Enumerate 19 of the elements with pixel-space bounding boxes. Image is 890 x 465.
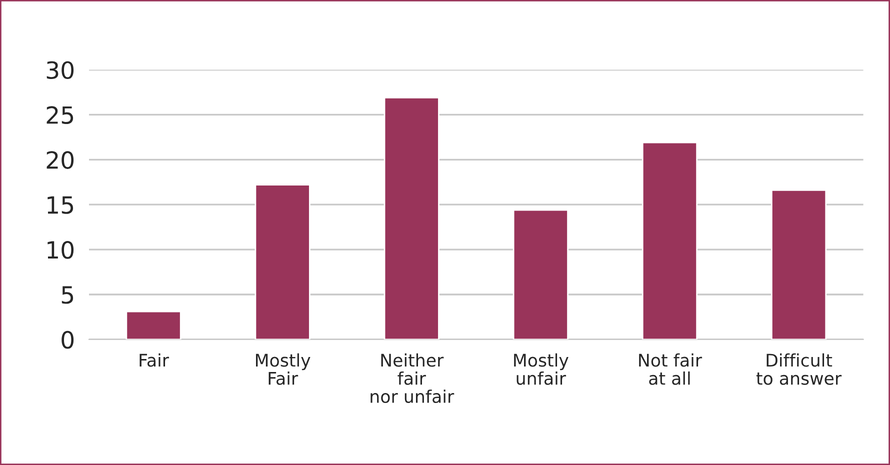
x-tick-label: Mostly Fair	[256, 353, 310, 385]
y-tick-label: 10	[48, 240, 74, 259]
y-tick-label: 25	[46, 106, 74, 124]
y-tick-label: 30	[46, 61, 74, 80]
y-tick-label: 0	[62, 330, 74, 349]
bar	[512, 209, 568, 340]
y-tick-label: 5	[62, 286, 74, 304]
bar	[126, 310, 182, 340]
x-tick-label: Mostly unfair	[514, 353, 568, 385]
y-tick-label: 20	[46, 151, 74, 169]
x-tick-label: Neither fair nor unfair	[370, 353, 454, 404]
bar	[642, 142, 698, 340]
x-tick-label: Difficult to answer	[756, 353, 842, 385]
x-tick-label: Not fair at all	[639, 353, 702, 385]
x-tick-label: Fair	[140, 353, 170, 367]
bar	[770, 190, 827, 340]
y-tick-label: 15	[48, 196, 74, 214]
bar	[384, 96, 440, 340]
bar	[254, 184, 310, 340]
